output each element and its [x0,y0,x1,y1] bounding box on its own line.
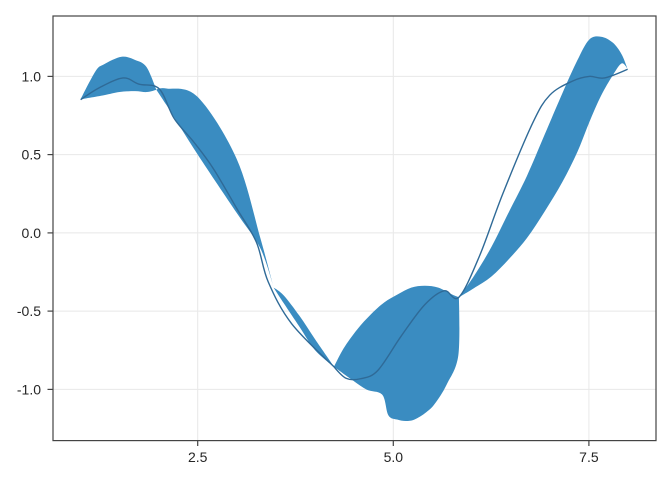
svg-text:-1.0: -1.0 [17,381,41,397]
svg-text:0.0: 0.0 [22,225,42,241]
svg-text:-0.5: -0.5 [17,303,41,319]
svg-text:0.5: 0.5 [22,147,42,163]
svg-text:2.5: 2.5 [188,449,208,465]
svg-text:7.5: 7.5 [579,449,599,465]
svg-text:5.0: 5.0 [384,449,404,465]
svg-text:1.0: 1.0 [22,68,42,84]
